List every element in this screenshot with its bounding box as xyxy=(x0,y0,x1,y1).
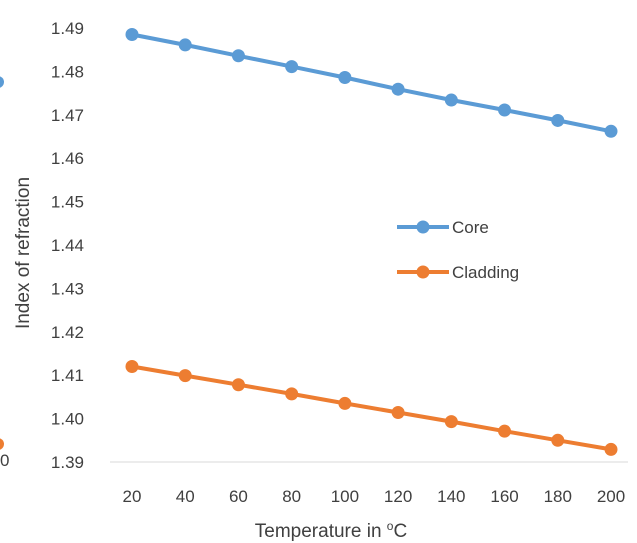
x-tick-labels: 20 40 60 80 100 120 140 160 180 200 xyxy=(123,487,626,506)
data-point xyxy=(178,369,192,383)
data-point xyxy=(285,60,299,74)
data-point xyxy=(178,38,192,52)
x-tick-label: 20 xyxy=(123,487,142,506)
y-tick-label: 1.39 xyxy=(51,453,84,472)
legend-core-label: Core xyxy=(452,218,489,237)
data-point xyxy=(604,124,618,138)
x-axis-title: Temperature in oC xyxy=(255,519,407,542)
legend-core-marker xyxy=(416,220,430,234)
x-tick-label: 120 xyxy=(384,487,412,506)
data-point xyxy=(444,415,458,429)
series-layer xyxy=(125,28,618,456)
x-tick-label: 160 xyxy=(490,487,518,506)
data-point xyxy=(338,70,352,84)
y-tick-label: 1.42 xyxy=(51,323,84,342)
y-tick-label: 1.49 xyxy=(51,19,84,38)
x-tick-label: 40 xyxy=(176,487,195,506)
data-point xyxy=(125,28,139,42)
y-tick-label: 1.43 xyxy=(51,279,84,298)
legend: Core Cladding xyxy=(397,218,519,282)
left-edge-blue-marker-fragment xyxy=(0,76,4,88)
left-edge-tick-fragment: 0 xyxy=(0,451,9,470)
y-tick-label: 1.40 xyxy=(51,410,84,429)
legend-item-cladding: Cladding xyxy=(397,263,519,282)
y-tick-label: 1.44 xyxy=(51,236,84,255)
y-axis-title: Index of refraction xyxy=(13,177,34,329)
x-tick-label: 200 xyxy=(597,487,625,506)
series-1 xyxy=(125,360,618,456)
data-point xyxy=(498,424,512,438)
data-point xyxy=(444,93,458,107)
data-point xyxy=(551,113,565,127)
y-tick-label: 1.48 xyxy=(51,62,84,81)
data-point xyxy=(285,387,299,401)
data-point xyxy=(231,49,245,63)
series-line xyxy=(131,364,612,452)
data-point xyxy=(391,82,405,96)
data-point xyxy=(551,433,565,447)
y-tick-label: 1.46 xyxy=(51,149,84,168)
y-tick-label: 1.47 xyxy=(51,106,84,125)
y-tick-labels: 1.39 1.40 1.41 1.42 1.43 1.44 1.45 1.46 1.47 1.48… xyxy=(51,19,84,472)
data-point xyxy=(338,396,352,410)
data-point xyxy=(498,103,512,117)
data-point xyxy=(231,378,245,392)
legend-cladding-marker xyxy=(416,265,430,279)
data-point xyxy=(604,442,618,456)
x-tick-label: 180 xyxy=(544,487,572,506)
x-axis-title-text: Temperature in xyxy=(255,521,387,542)
x-tick-label: 100 xyxy=(331,487,359,506)
series-0 xyxy=(125,28,618,138)
x-tick-label: 60 xyxy=(229,487,248,506)
legend-item-core: Core xyxy=(397,218,489,237)
x-tick-label: 80 xyxy=(282,487,301,506)
data-point xyxy=(391,406,405,420)
series-line xyxy=(131,32,612,134)
data-point xyxy=(125,360,139,374)
x-axis-title-superscript: o xyxy=(387,519,394,533)
y-tick-label: 1.45 xyxy=(51,193,84,212)
x-axis-title-unit: C xyxy=(393,521,407,542)
x-tick-label: 140 xyxy=(437,487,465,506)
y-tick-label: 1.41 xyxy=(51,366,84,385)
legend-cladding-label: Cladding xyxy=(452,263,519,282)
left-edge-orange-marker-fragment xyxy=(0,438,4,450)
